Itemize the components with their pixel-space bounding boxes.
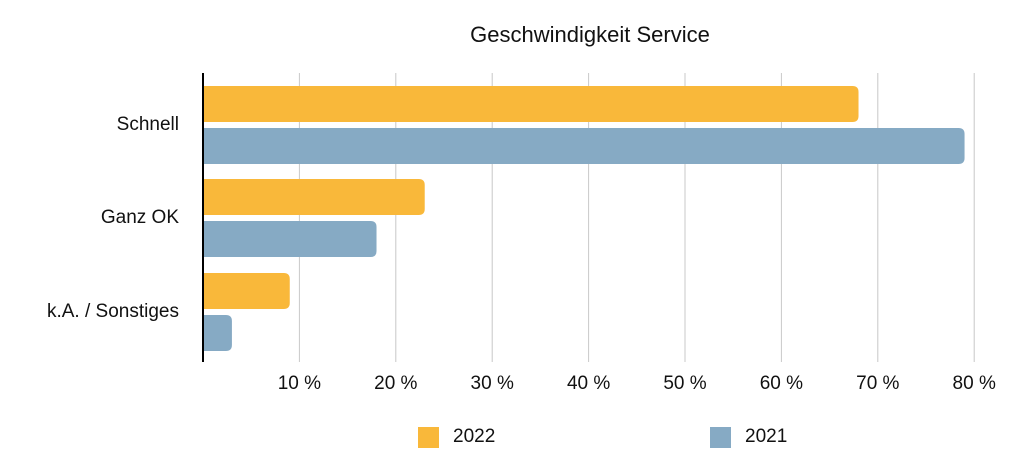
x-tick-label: 70 % xyxy=(856,373,900,394)
x-tick-label: 10 % xyxy=(277,373,322,394)
chart-title: Geschwindigkeit Service xyxy=(470,22,710,47)
x-tick-label: 80 % xyxy=(952,373,996,394)
legend-item: 2021 xyxy=(710,426,787,448)
legend-label: 2021 xyxy=(745,426,788,447)
bar-2021-0 xyxy=(203,128,965,164)
x-tick-label: 20 % xyxy=(374,373,418,394)
legend-swatch xyxy=(710,426,731,448)
x-tick-label: 40 % xyxy=(566,373,611,394)
legend-item: 2022 xyxy=(418,426,495,448)
legend-swatch xyxy=(418,426,439,448)
legend-label: 2022 xyxy=(453,426,496,447)
category-label: k.A. / Sonstiges xyxy=(46,301,179,322)
x-tick-label: 60 % xyxy=(759,373,804,394)
bar-2022-1 xyxy=(203,179,425,215)
bar-2022-0 xyxy=(203,86,859,122)
x-tick-label: 50 % xyxy=(663,373,707,394)
category-label: Schnell xyxy=(116,114,179,135)
bar-2021-1 xyxy=(203,221,377,257)
bar-2022-2 xyxy=(203,273,290,309)
bar-2021-2 xyxy=(203,315,232,351)
x-tick-label: 30 % xyxy=(470,373,514,394)
category-label: Ganz OK xyxy=(100,207,179,228)
